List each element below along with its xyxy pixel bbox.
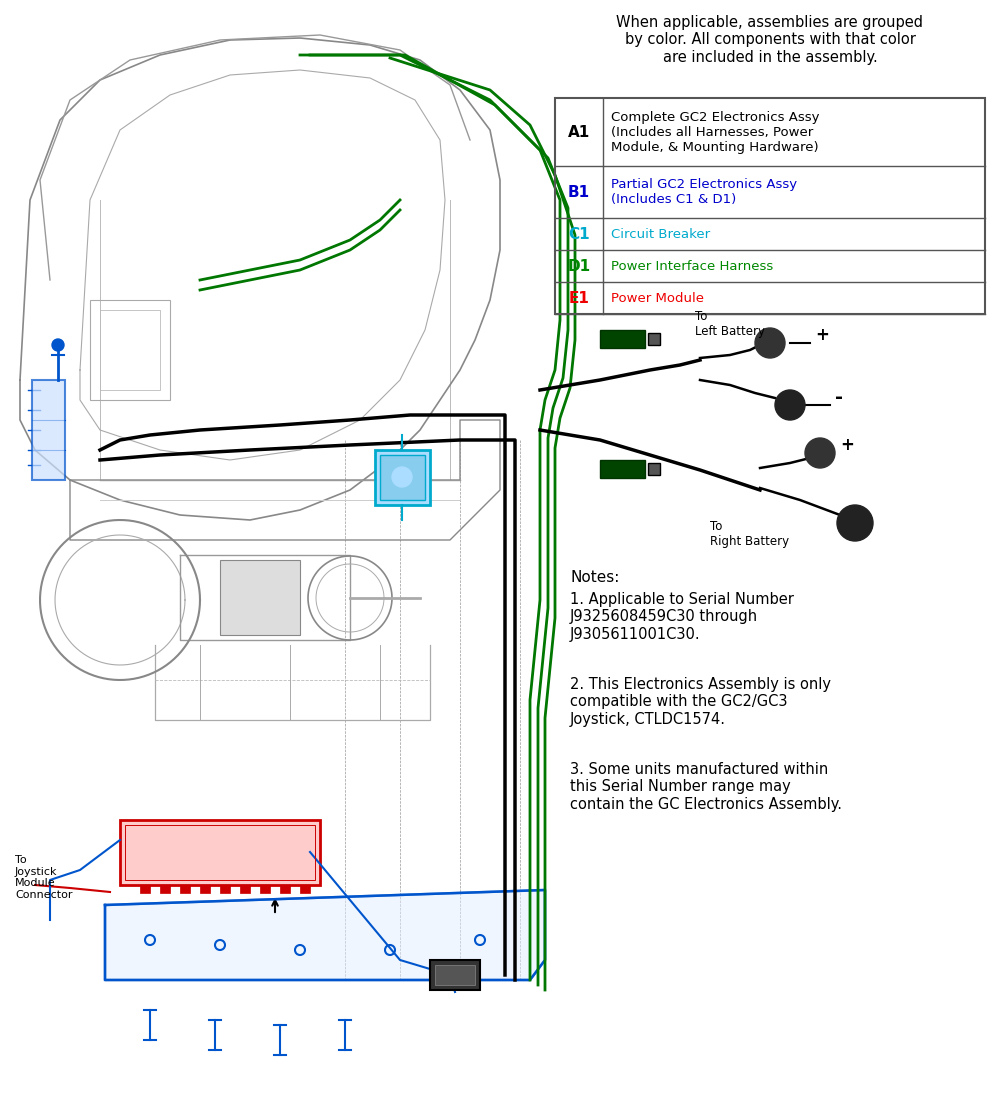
Text: C1: C1 [568, 226, 590, 242]
Bar [260, 885, 270, 893]
Text: D1: D1 [567, 259, 591, 273]
Bar [125, 825, 315, 880]
Text: 3. Some units manufactured within
this Serial Number range may
contain the GC El: 3. Some units manufactured within this S… [570, 762, 842, 812]
Bar [300, 885, 310, 893]
Bar [430, 960, 480, 990]
Text: +: + [815, 326, 829, 344]
Bar [648, 333, 660, 345]
Bar [160, 885, 170, 893]
Text: A1: A1 [568, 124, 590, 140]
Text: Complete GC2 Electronics Assy
(Includes all Harnesses, Power
Module, & Mounting : Complete GC2 Electronics Assy (Includes … [611, 111, 820, 153]
Text: -: - [835, 388, 843, 407]
Circle shape [837, 505, 873, 541]
Bar [648, 463, 660, 475]
Bar [180, 885, 190, 893]
Bar [600, 330, 645, 348]
Bar [200, 885, 210, 893]
Circle shape [775, 390, 805, 420]
Polygon shape [105, 890, 545, 980]
Text: B1: B1 [568, 185, 590, 199]
Bar [90, 300, 170, 400]
Circle shape [52, 339, 64, 351]
Bar [435, 965, 475, 984]
Text: Power Module: Power Module [611, 291, 704, 305]
Circle shape [805, 438, 835, 468]
Bar [220, 560, 300, 635]
Text: To
Joystick
Module
Connector: To Joystick Module Connector [15, 855, 73, 899]
Text: When applicable, assemblies are grouped
by color. All components with that color: When applicable, assemblies are grouped … [616, 15, 923, 65]
Text: 1. Applicable to Serial Number
J9325608459C30 through
J9305611001C30.: 1. Applicable to Serial Number J93256084… [570, 592, 794, 642]
Bar [375, 450, 430, 505]
Bar [120, 820, 320, 885]
Text: Notes:: Notes: [570, 570, 619, 585]
Text: E1: E1 [569, 290, 589, 306]
Bar [220, 885, 230, 893]
Bar [280, 885, 290, 893]
Text: Partial GC2 Electronics Assy
(Includes C1 & D1): Partial GC2 Electronics Assy (Includes C… [611, 178, 797, 206]
Text: 2. This Electronics Assembly is only
compatible with the GC2/GC3
Joystick, CTLDC: 2. This Electronics Assembly is only com… [570, 676, 831, 727]
Text: Power Interface Harness: Power Interface Harness [611, 260, 773, 272]
Text: +: + [840, 436, 854, 454]
Bar [380, 455, 425, 500]
Circle shape [392, 467, 412, 487]
Bar [140, 885, 150, 893]
Bar [32, 380, 65, 480]
Bar [240, 885, 250, 893]
Text: To
Right Battery: To Right Battery [710, 520, 789, 548]
Bar [100, 310, 160, 390]
Bar [555, 99, 985, 314]
Text: Circuit Breaker: Circuit Breaker [611, 227, 710, 241]
Bar [600, 460, 645, 478]
Circle shape [755, 328, 785, 358]
Text: To
Left Battery: To Left Battery [695, 310, 765, 338]
